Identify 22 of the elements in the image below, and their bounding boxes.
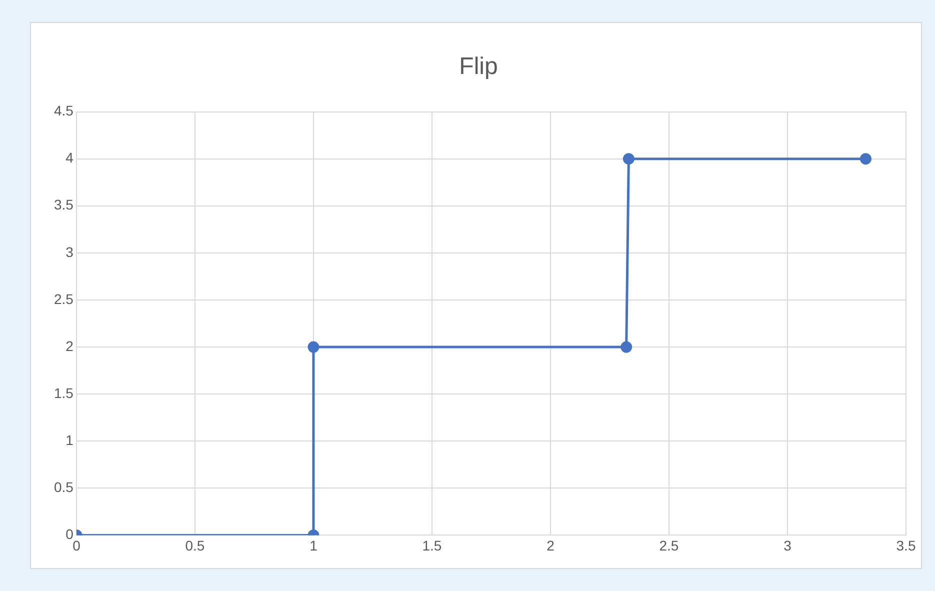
x-tick-label: 1 xyxy=(310,537,318,554)
point xyxy=(860,153,872,165)
y-tick-label: 2.5 xyxy=(54,290,74,307)
x-tick-label: 0.5 xyxy=(185,537,205,554)
x-tick-label: 3 xyxy=(784,537,792,554)
x-tick-label: 2.5 xyxy=(659,537,679,554)
y-tick-label: 3.5 xyxy=(54,196,74,213)
y-tick-label: 0.5 xyxy=(54,479,74,496)
x-tick-label: 2 xyxy=(546,537,555,554)
x-tick-label: 1.5 xyxy=(422,537,442,554)
x-tick-label: 3.5 xyxy=(896,537,916,554)
y-tick-label: 4.5 xyxy=(54,102,74,119)
chart-title: Flip xyxy=(459,53,498,80)
point xyxy=(308,341,320,353)
y-tick-label: 2 xyxy=(66,338,74,354)
point xyxy=(620,341,632,353)
point xyxy=(622,153,634,165)
y-tick-label: 0 xyxy=(66,526,74,542)
y-tick-label: 1 xyxy=(66,432,74,448)
y-tick-label: 3 xyxy=(66,244,74,260)
y-tick-label: 1.5 xyxy=(54,384,74,401)
y-tick-label: 4 xyxy=(66,150,74,166)
